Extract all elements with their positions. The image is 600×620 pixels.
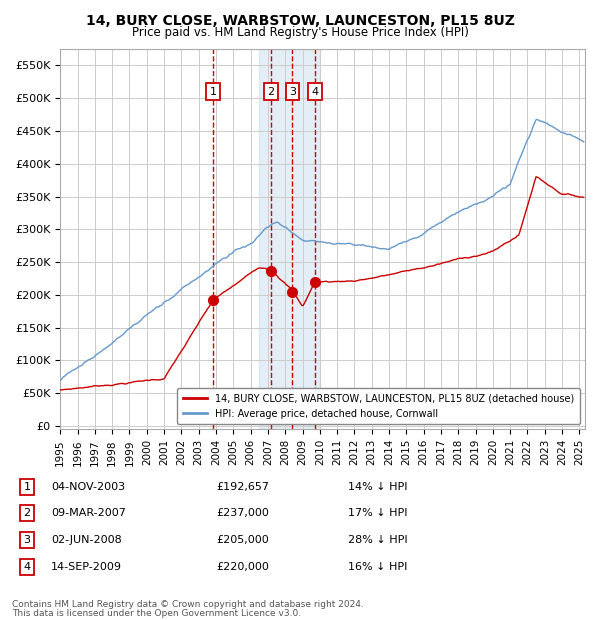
Text: 16% ↓ HPI: 16% ↓ HPI <box>348 562 407 572</box>
Text: This data is licensed under the Open Government Licence v3.0.: This data is licensed under the Open Gov… <box>12 608 301 618</box>
Text: Price paid vs. HM Land Registry's House Price Index (HPI): Price paid vs. HM Land Registry's House … <box>131 26 469 39</box>
Text: 28% ↓ HPI: 28% ↓ HPI <box>348 535 407 545</box>
Text: £205,000: £205,000 <box>216 535 269 545</box>
Legend: 14, BURY CLOSE, WARBSTOW, LAUNCESTON, PL15 8UZ (detached house), HPI: Average pr: 14, BURY CLOSE, WARBSTOW, LAUNCESTON, PL… <box>177 388 580 425</box>
Text: 02-JUN-2008: 02-JUN-2008 <box>51 535 122 545</box>
Text: 3: 3 <box>23 535 31 545</box>
Text: 14-SEP-2009: 14-SEP-2009 <box>51 562 122 572</box>
Text: 17% ↓ HPI: 17% ↓ HPI <box>348 508 407 518</box>
Text: £192,657: £192,657 <box>216 482 269 492</box>
Text: 1: 1 <box>210 87 217 97</box>
Text: 4: 4 <box>23 562 31 572</box>
Text: £237,000: £237,000 <box>216 508 269 518</box>
Text: Contains HM Land Registry data © Crown copyright and database right 2024.: Contains HM Land Registry data © Crown c… <box>12 600 364 609</box>
Text: £220,000: £220,000 <box>216 562 269 572</box>
Text: 2: 2 <box>23 508 31 518</box>
Text: 14, BURY CLOSE, WARBSTOW, LAUNCESTON, PL15 8UZ: 14, BURY CLOSE, WARBSTOW, LAUNCESTON, PL… <box>86 14 514 28</box>
Text: 2: 2 <box>268 87 275 97</box>
Text: 3: 3 <box>289 87 296 97</box>
Text: 1: 1 <box>23 482 31 492</box>
Text: 14% ↓ HPI: 14% ↓ HPI <box>348 482 407 492</box>
Text: 04-NOV-2003: 04-NOV-2003 <box>51 482 125 492</box>
Text: 4: 4 <box>311 87 318 97</box>
Text: 09-MAR-2007: 09-MAR-2007 <box>51 508 126 518</box>
Bar <box>259 49 320 429</box>
